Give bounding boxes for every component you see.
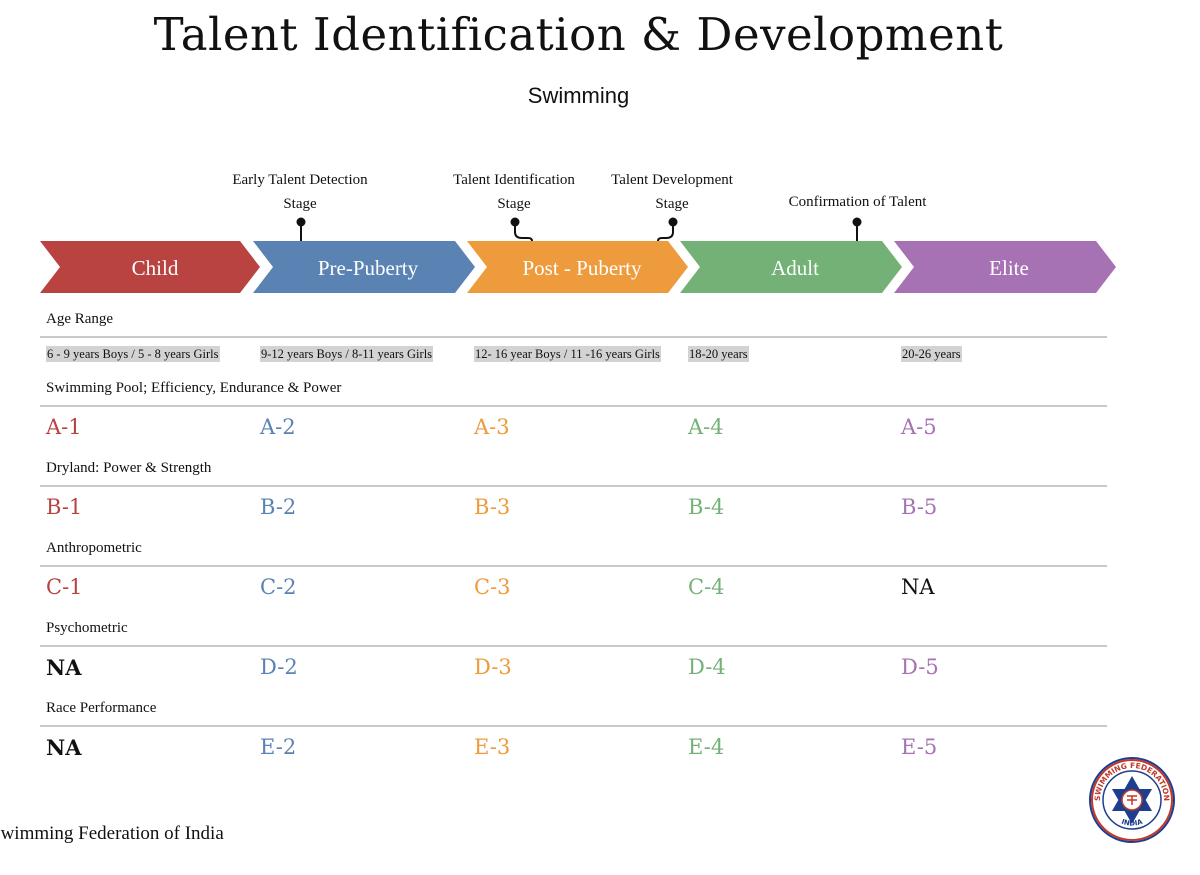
code-e5: E-5 xyxy=(901,735,938,759)
code-b1: B-1 xyxy=(46,495,83,519)
code-b3: B-3 xyxy=(474,495,511,519)
code-a1: A-1 xyxy=(46,415,82,439)
marker-confirmation-of-talent: Confirmation of Talent xyxy=(788,194,927,210)
code-d2: D-2 xyxy=(260,655,298,679)
chevron-label-elite: Elite xyxy=(989,256,1029,280)
chevron-label-post-puberty: Post - Puberty xyxy=(522,256,642,280)
row-label-anthropometric: Anthropometric xyxy=(46,540,142,556)
row-label-psychometric: Psychometric xyxy=(46,620,128,636)
age-post-puberty: 12- 16 year Boys / 11 -16 years Girls xyxy=(474,346,661,362)
row-label-race-performance: Race Performance xyxy=(46,700,157,716)
marker-pin-development xyxy=(657,217,678,242)
code-c2: C-2 xyxy=(260,575,297,599)
code-e2: E-2 xyxy=(260,735,297,759)
chevron-pre-puberty xyxy=(253,241,475,293)
chevron-elite xyxy=(894,241,1116,293)
code-a3: A-3 xyxy=(474,415,510,439)
code-a4: A-4 xyxy=(688,415,724,439)
footer-organization: Swimming Federation of India xyxy=(0,823,224,844)
marker-pin-confirmation xyxy=(852,217,862,241)
row-divider xyxy=(40,645,1107,647)
chevron-child xyxy=(40,241,260,293)
row-divider xyxy=(40,485,1107,487)
code-c3: C-3 xyxy=(474,575,511,599)
row-divider xyxy=(40,565,1107,567)
row-divider xyxy=(40,405,1107,407)
code-b5: B-5 xyxy=(901,495,938,519)
age-pre-puberty: 9-12 years Boys / 8-11 years Girls xyxy=(260,346,434,362)
row-label-dryland: Dryland: Power & Strength xyxy=(46,460,212,476)
row-label-swimming-pool: Swimming Pool; Efficiency, Endurance & P… xyxy=(46,380,342,396)
code-e4: E-4 xyxy=(688,735,725,759)
age-elite: 20-26 years xyxy=(901,346,962,362)
age-child: 6 - 9 years Boys / 5 - 8 years Girls xyxy=(46,346,220,362)
code-c4: C-4 xyxy=(688,575,725,599)
chevron-label-adult: Adult xyxy=(771,256,819,280)
age-adult: 18-20 years xyxy=(688,346,749,362)
stage-chevron-diagram xyxy=(40,217,1116,293)
chevron-post-puberty xyxy=(467,241,688,293)
federation-logo-icon: SWIMMING FEDERATION INDIA xyxy=(1089,757,1175,843)
chevron-label-child: Child xyxy=(131,256,179,280)
marker-pin-identification xyxy=(510,217,533,242)
code-c5: NA xyxy=(901,575,935,599)
code-b4: B-4 xyxy=(688,495,725,519)
marker-talent-identification: Talent Identification Stage xyxy=(453,172,575,212)
code-d1: NA xyxy=(46,655,82,680)
row-divider xyxy=(40,336,1107,338)
row-divider xyxy=(40,725,1107,727)
chevron-adult xyxy=(680,241,902,293)
page-subtitle: Swimming xyxy=(527,83,630,108)
row-label-age-range: Age Range xyxy=(46,311,114,327)
marker-early-talent-detection: Early Talent Detection Stage xyxy=(232,172,368,212)
chevron-label-pre-puberty: Pre-Puberty xyxy=(317,256,419,280)
code-d3: D-3 xyxy=(474,655,512,679)
code-c1: C-1 xyxy=(46,575,83,599)
marker-talent-development: Talent Development Stage xyxy=(611,172,733,212)
code-d4: D-4 xyxy=(688,655,726,679)
code-b2: B-2 xyxy=(260,495,297,519)
page-title: Talent Identification & Development xyxy=(153,8,1004,61)
code-e1: NA xyxy=(46,735,82,760)
code-a2: A-2 xyxy=(260,415,296,439)
code-e3: E-3 xyxy=(474,735,511,759)
code-a5: A-5 xyxy=(901,415,937,439)
code-d5: D-5 xyxy=(901,655,939,679)
marker-pin-early xyxy=(296,217,306,241)
